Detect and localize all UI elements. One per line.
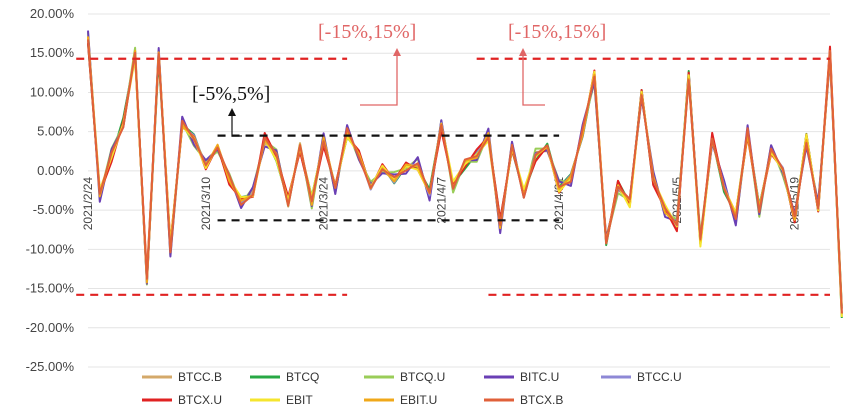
- y-tick-label: -25.00%: [26, 359, 75, 374]
- legend-label: BTCQ.U: [400, 370, 445, 384]
- legend-label: BTCQ: [286, 370, 319, 384]
- y-tick-label: -10.00%: [26, 241, 75, 256]
- annotation-right-range: [-15%,15%]: [508, 21, 606, 43]
- y-tick-label: -20.00%: [26, 320, 75, 335]
- x-tick-label: 2021/3/24: [317, 177, 331, 231]
- arrow-right-range: [522, 52, 545, 106]
- annotations: [-15%,15%] [-15%,15%] [-5%,5%]: [192, 21, 606, 137]
- arrowhead-inner-range: [228, 108, 236, 116]
- series-line: [87, 39, 843, 314]
- y-axis-ticks: 20.00% 15.00% 10.00% 5.00% 0.00% -5.00% -10.00…: [26, 6, 75, 374]
- arrowhead-left-range: [393, 48, 401, 56]
- y-tick-label: 0.00%: [37, 163, 74, 178]
- arrow-left-range: [360, 52, 398, 106]
- y-tick-label: -5.00%: [33, 202, 75, 217]
- legend-label: EBIT.U: [400, 393, 437, 407]
- legend-label: BITC.U: [520, 370, 559, 384]
- y-tick-label: 10.00%: [30, 84, 75, 99]
- x-axis-ticks: 2021/2/24 2021/3/10 2021/3/24 2021/4/7 2021/…: [81, 177, 802, 231]
- x-tick-label: 2021/3/10: [199, 177, 213, 231]
- legend-label: EBIT: [286, 393, 313, 407]
- legend-label: BTCC.U: [637, 370, 682, 384]
- x-tick-label: 2021/4/7: [434, 177, 448, 224]
- legend: BTCC.B BTCQ BTCQ.U BITC.U BTCC.U BTCX.U EBIT EB…: [142, 370, 682, 407]
- reference-lines: [76, 57, 830, 296]
- gridlines: [88, 13, 830, 368]
- arrowhead-right-range: [519, 48, 527, 56]
- annotation-left-range: [-15%,15%]: [318, 21, 416, 43]
- arrow-inner-range: [231, 112, 242, 137]
- y-tick-label: 20.00%: [30, 6, 75, 21]
- series-lines: [87, 30, 843, 319]
- y-tick-label: -15.00%: [26, 281, 75, 296]
- annotation-inner-range: [-5%,5%]: [192, 83, 270, 105]
- y-tick-label: 5.00%: [37, 124, 74, 139]
- legend-label: BTCC.B: [178, 370, 222, 384]
- y-tick-label: 15.00%: [30, 45, 75, 60]
- legend-label: BTCX.B: [520, 393, 563, 407]
- x-tick-label: 2021/2/24: [81, 177, 95, 231]
- legend-label: BTCX.U: [178, 393, 222, 407]
- x-tick-label: 2021/4/21: [552, 177, 566, 231]
